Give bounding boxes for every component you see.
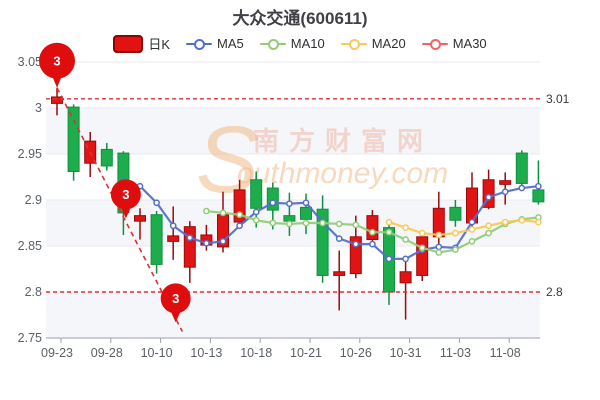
chart-legend: 日K MA5 MA10 MA20 MA30: [0, 34, 600, 53]
y-axis-label: 2.75: [18, 331, 42, 345]
chart-title: 大众交通(600611): [232, 9, 368, 28]
line-series-icon: [421, 37, 448, 51]
legend-item-ma5[interactable]: MA5: [186, 36, 244, 51]
x-axis-label: 11-03: [440, 346, 471, 360]
candle: [532, 160, 545, 205]
legend-item-日k[interactable]: 日K: [113, 34, 170, 53]
y-axis-label: 2.95: [18, 147, 42, 161]
trend-line: [56, 87, 184, 332]
candle: [333, 250, 346, 311]
markline-2.8: 2.8: [46, 285, 563, 299]
legend-label: 日K: [148, 37, 171, 52]
legend-item-ma30[interactable]: MA30: [421, 36, 487, 51]
y-axis-label: 2.9: [25, 193, 42, 207]
candle: [67, 104, 80, 181]
svg-text:S: S: [196, 107, 259, 213]
candlestick-series-icon: [113, 34, 144, 53]
candle: [366, 210, 379, 247]
candle: [449, 200, 462, 227]
markpoint-pin: 3: [160, 283, 191, 323]
candle: [316, 195, 329, 283]
x-axis-label: 10-13: [190, 346, 222, 360]
candle: [482, 169, 495, 210]
x-axis-label: 10-26: [340, 346, 372, 360]
legend-label: MA30: [452, 36, 487, 51]
svg-text:南方财富网: 南方财富网: [253, 126, 433, 156]
candle: [399, 259, 412, 320]
ma20-line: [385, 216, 542, 239]
markpoint-label: 3: [172, 291, 179, 306]
candle: [416, 230, 429, 281]
candles: [51, 87, 545, 320]
y-axis-label: 2.85: [18, 239, 42, 253]
y-axis-label: 3.05: [18, 55, 42, 69]
candle: [233, 179, 246, 227]
x-axis-label: 10-18: [240, 346, 272, 360]
legend-label: MA20: [371, 36, 406, 51]
candle: [100, 142, 113, 171]
y-axis-label: 2.8: [25, 285, 42, 299]
markpoint-label: 3: [53, 53, 60, 68]
markline-3.01: 3.01: [46, 92, 570, 106]
candle: [134, 208, 146, 240]
svg-text:outhmoney.com: outhmoney.com: [237, 157, 448, 190]
candle: [150, 211, 163, 274]
x-axis-label: 10-21: [290, 346, 322, 360]
markpoint-pin: 3: [110, 179, 141, 219]
legend-label: MA10: [290, 36, 325, 51]
markpoint-label: 3: [122, 187, 129, 202]
candle: [183, 221, 196, 283]
x-axis-label: 09-23: [41, 346, 73, 360]
candle: [515, 150, 528, 187]
x-axis-label: 11-08: [490, 346, 521, 360]
plot-band: [46, 108, 540, 154]
legend-item-ma20[interactable]: MA20: [340, 36, 406, 51]
y-axis-label: 3: [35, 101, 42, 115]
markline-value-label: 3.01: [546, 92, 570, 106]
plot-band: [46, 292, 540, 338]
candle: [167, 206, 180, 260]
x-axis-label: 10-31: [390, 346, 422, 360]
legend-item-ma10[interactable]: MA10: [259, 36, 325, 51]
legend-label: MA5: [217, 36, 244, 51]
markline-value-label: 2.8: [546, 285, 563, 299]
x-axis-label: 10-10: [141, 346, 173, 360]
line-series-icon: [186, 37, 213, 51]
line-series-icon: [340, 37, 367, 51]
x-axis-label: 09-28: [91, 346, 123, 360]
line-series-icon: [259, 37, 286, 51]
markpoint-pin: 3: [39, 42, 75, 88]
